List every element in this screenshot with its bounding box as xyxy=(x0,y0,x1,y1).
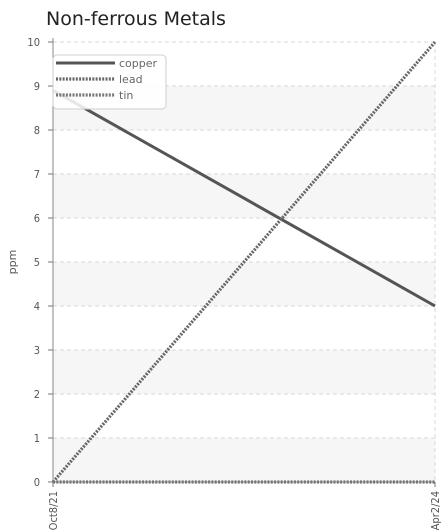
y-axis-ticks: 0 1 2 3 4 5 6 7 8 9 10 xyxy=(27,36,53,489)
y-tick-label: 1 xyxy=(34,432,40,445)
y-tick-label: 6 xyxy=(34,212,40,225)
y-axis-label: ppm xyxy=(6,250,19,275)
background-band xyxy=(53,350,435,394)
y-tick-label: 3 xyxy=(34,344,40,357)
chart-title: Non-ferrous Metals xyxy=(46,8,226,30)
background-band xyxy=(53,262,435,306)
y-tick-label: 9 xyxy=(34,80,40,93)
y-tick-label: 5 xyxy=(34,256,40,269)
legend-label-tin[interactable]: tin xyxy=(119,89,133,102)
y-tick-label: 10 xyxy=(27,36,40,49)
x-tick-label: Oct8/21 xyxy=(47,491,60,530)
background-band xyxy=(53,174,435,218)
legend-box xyxy=(52,54,167,110)
background-band xyxy=(53,438,435,482)
legend[interactable]: copper lead tin xyxy=(52,54,167,110)
y-tick-label: 7 xyxy=(34,168,40,181)
y-tick-label: 8 xyxy=(34,124,40,137)
legend-label-copper[interactable]: copper xyxy=(119,57,158,70)
series-line-copper xyxy=(52,89,436,308)
y-tick-label: 2 xyxy=(34,388,40,401)
series-line-lead xyxy=(51,40,437,484)
y-tick-label: 4 xyxy=(34,300,40,313)
y-tick-label: 0 xyxy=(34,476,40,489)
x-tick-label: Apr2/24 xyxy=(429,491,441,530)
legend-label-lead[interactable]: lead xyxy=(119,73,143,86)
series-lines xyxy=(51,40,437,484)
x-axis-ticks: Oct8/21 Apr2/24 xyxy=(47,482,441,530)
plot-background-bands xyxy=(53,86,435,482)
